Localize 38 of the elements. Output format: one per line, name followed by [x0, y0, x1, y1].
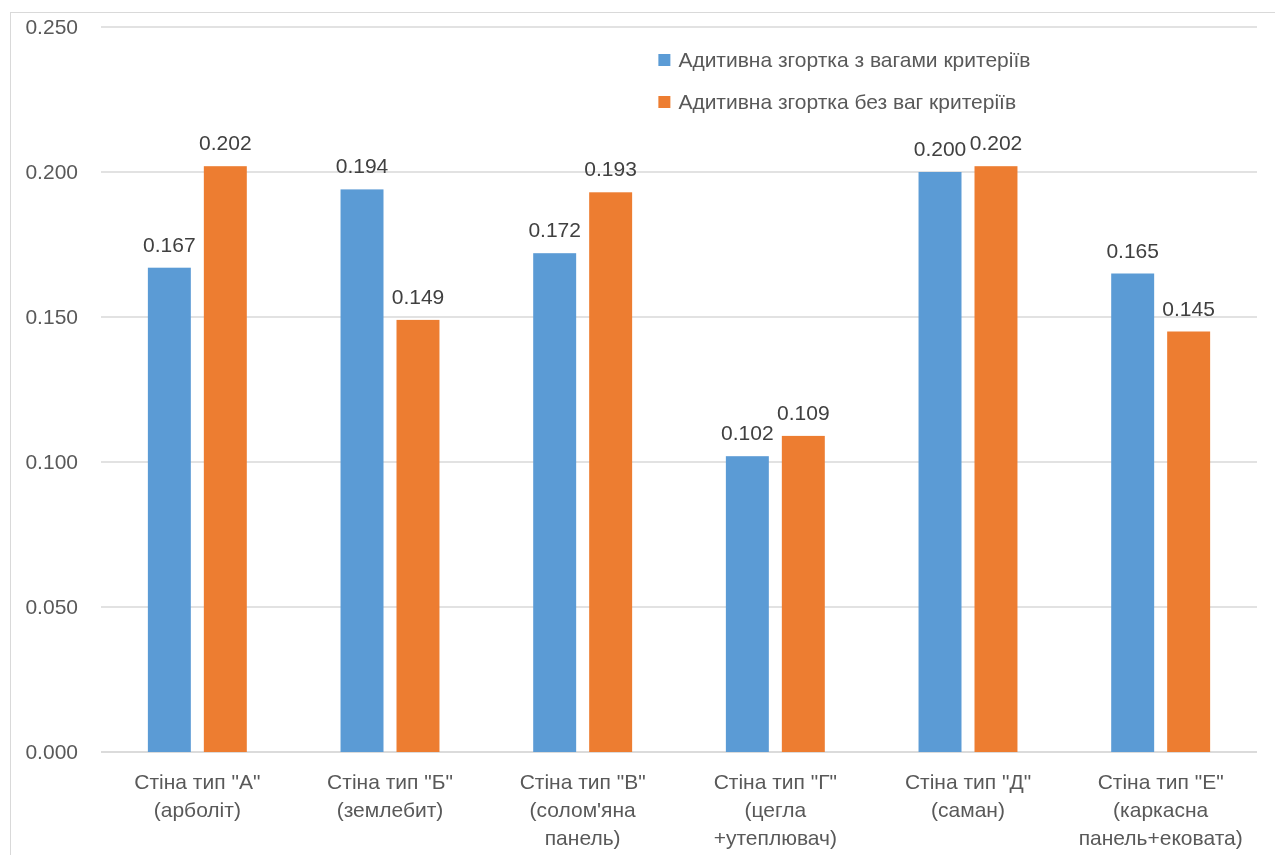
- data-label: 0.165: [1106, 238, 1159, 262]
- data-label: 0.145: [1162, 296, 1215, 320]
- legend-label: Адитивна згортка без ваг критеріїв: [678, 90, 1017, 113]
- data-label: 0.102: [721, 421, 774, 445]
- y-tick-label: 0.050: [25, 595, 78, 619]
- x-tick-label: Стіна тип "Е" (каркасна панель+ековата): [1078, 770, 1243, 849]
- data-label: 0.202: [199, 131, 252, 155]
- y-tick-label: 0.000: [25, 740, 78, 764]
- y-tick-label: 0.150: [25, 305, 78, 329]
- y-tick-label: 0.250: [25, 15, 78, 39]
- bar: [147, 267, 191, 752]
- x-tick-label: Стіна тип "Г" (цегла +утеплювач): [713, 770, 838, 849]
- x-tick-label: Стіна тип "Б" (землебит): [327, 770, 453, 821]
- x-tick-label: Стіна тип "А" (арболіт): [134, 770, 261, 821]
- bar: [918, 172, 962, 752]
- x-tick-label: Стіна тип "В" (солом'яна панель): [519, 770, 646, 849]
- bar: [1167, 331, 1211, 752]
- bar: [533, 253, 577, 752]
- bar: [1111, 273, 1155, 752]
- bar: [974, 166, 1018, 752]
- data-label: 0.194: [335, 154, 389, 178]
- data-label: 0.109: [777, 400, 830, 424]
- data-label: 0.167: [143, 232, 196, 256]
- bar: [203, 166, 247, 752]
- x-tick-label: Стіна тип "Д" (саман): [904, 770, 1032, 821]
- bar: [396, 319, 440, 752]
- data-label: 0.172: [528, 218, 581, 242]
- data-label: 0.200: [913, 137, 967, 160]
- y-tick-label: 0.200: [25, 160, 78, 184]
- data-label: 0.193: [584, 157, 637, 181]
- bar: [340, 189, 384, 752]
- legend-label: Адитивна згортка з вагами критеріїв: [678, 48, 1031, 71]
- bar: [781, 435, 825, 752]
- bar: [725, 456, 769, 752]
- y-tick-label: 0.100: [25, 450, 78, 474]
- data-label: 0.149: [391, 284, 445, 308]
- bar: [589, 192, 633, 752]
- data-label: 0.202: [969, 131, 1023, 155]
